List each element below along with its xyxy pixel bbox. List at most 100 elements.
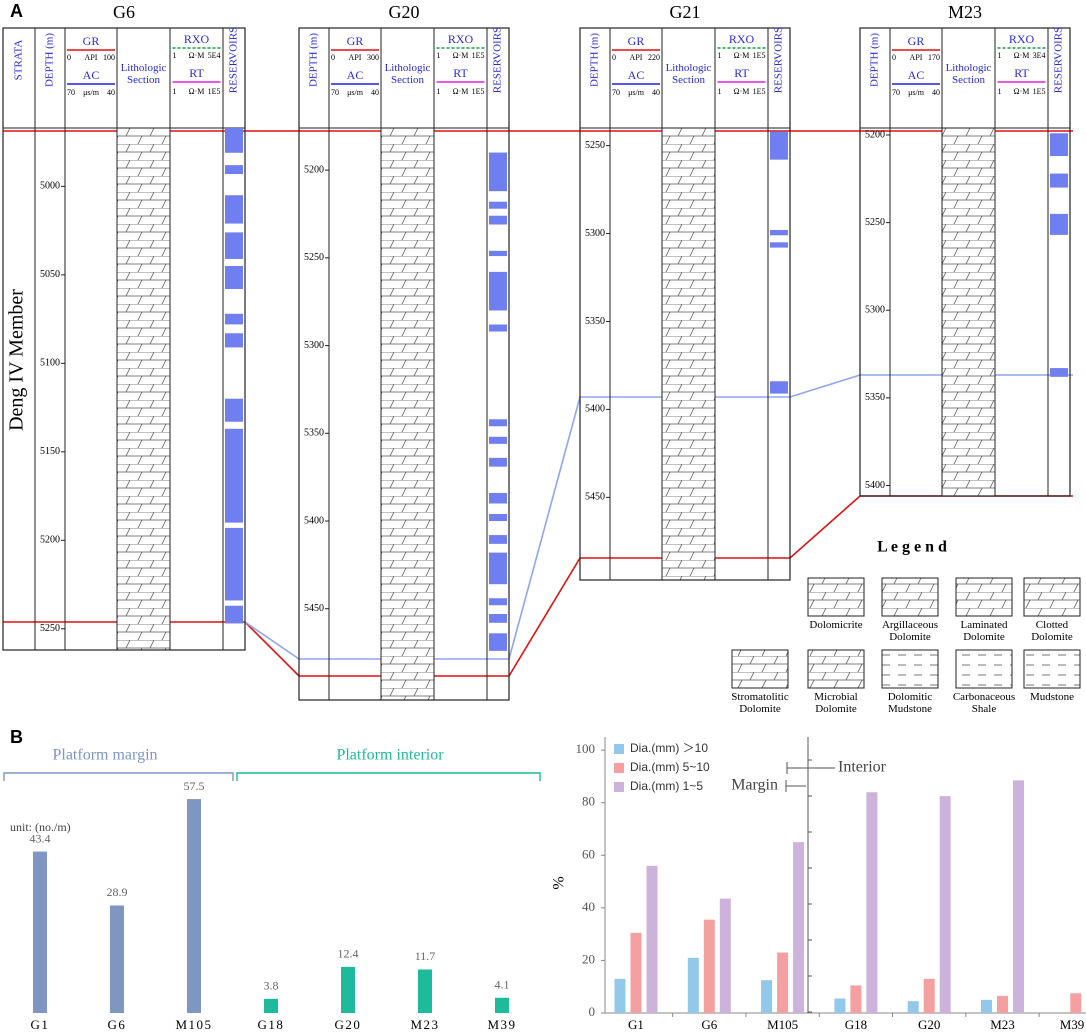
reservoir-interval [489,201,507,209]
bar [834,998,846,1013]
reservoir-interval [489,250,507,257]
curve-scale: API [630,53,643,62]
bar [646,865,658,1013]
x-tick-label: G18 [845,1017,867,1032]
curve-scale: 70 [67,88,75,97]
bar [793,842,805,1013]
bar [907,1001,919,1013]
curve-name: RXO [184,32,210,46]
value-label: 4.1 [495,977,510,991]
bar [614,978,626,1013]
depth-tick-label: 5250 [40,623,60,634]
curve-scale: 1E5 [753,87,766,96]
curve-scale: 40 [107,88,115,97]
reservoir-interval [770,381,788,394]
reservoir-interval [489,492,507,504]
value-label: 57.5 [184,779,205,793]
curve-name: GR [628,34,645,48]
depth-tick-label: 5300 [304,340,324,351]
depth-tick-label: 5400 [585,404,605,415]
panel-label: B [10,727,23,747]
bar [341,966,355,1013]
reservoir-interval [489,614,507,623]
reservoir-interval [489,271,507,311]
x-tick-label: M23 [410,1017,439,1032]
unit-label: unit: (no./m) [10,820,71,834]
x-tick-label: M105 [175,1017,212,1032]
legend-swatch [807,649,865,689]
x-tick-label: G18 [258,1017,285,1032]
depth-tick-label: 5200 [40,535,60,546]
legend-label: Dolomicrite [809,619,863,631]
bar [703,919,715,1013]
strata-label: Deng IV Member [6,289,28,431]
curve-scale: Ω·M [189,87,205,96]
curve-scale: Ω·M [189,51,205,60]
annotation-marker [786,762,835,774]
legend-swatch [731,649,789,689]
lithologic-column [942,128,995,496]
curve-scale: 70 [612,88,620,97]
curve-name: RT [189,66,204,80]
x-tick-label: G20 [918,1017,940,1032]
depth-tick-label: 5350 [585,316,605,327]
reservoir-interval [489,436,507,444]
y-axis-title: % [551,876,568,889]
legend-label: Laminated Dolomite [960,619,1008,644]
curve-name: RXO [448,32,474,46]
x-tick-label: G1 [31,1017,50,1032]
reservoir-interval [770,230,788,236]
reservoir-interval [489,514,507,522]
depth-tick-label: 5250 [585,140,605,151]
column-header: Lithologic Section [665,62,712,87]
reservoir-interval [1050,173,1068,188]
depth-tick-label: 5100 [40,358,60,369]
x-tick-label: G6 [108,1017,127,1032]
legend-label: Carbonaceous Shale [952,691,1016,716]
depth-tick-label: 5350 [304,428,324,439]
reservoir-interval [1050,133,1068,157]
x-tick-label: M39 [1060,1017,1085,1032]
bar [264,998,278,1013]
legend-swatch [614,782,624,792]
curve-name: GR [347,34,364,48]
depth-tick-label: 5400 [865,480,885,491]
depth-tick-label: 5300 [865,305,885,316]
curve-scale: μs/m [628,88,645,97]
reservoir-interval [489,552,507,585]
reservoir-interval [225,333,243,348]
column-header: RESERVOIRS [1053,27,1065,93]
reservoir-interval [489,598,507,606]
curve-scale: μs/m [908,88,925,97]
curve-scale: 3E4 [1033,51,1046,60]
curve-name: AC [347,68,364,82]
bar [495,997,509,1013]
bar [687,957,699,1013]
depth-tick-label: 5250 [304,252,324,263]
bar [719,898,731,1013]
annotation: Margin [731,777,778,794]
y-tick-label: 20 [582,951,595,966]
curve-scale: 1 [173,51,177,60]
well-logs: G6 STRATA Deng IV Member DEPTH (m) RESERVOIR… [2,2,1071,701]
value-label: 12.4 [338,947,359,961]
legend-label: Stromatolitic Dolomite [731,691,789,716]
curve-scale: 40 [652,88,660,97]
value-label: 43.4 [30,831,51,845]
reservoir-interval [489,633,507,651]
curve-name: RT [1014,66,1029,80]
legend-swatch [881,649,939,689]
legend-label: Clotted Dolomite [1031,619,1073,644]
y-tick-label: 40 [582,899,595,914]
curve-scale: 1E5 [208,87,221,96]
legend-label: Dolomitic Mudstone [887,691,933,716]
group-bracket [3,772,234,781]
curve-scale: Ω·M [1014,51,1030,60]
column-header: DEPTH (m) [589,33,601,87]
bar [187,799,201,1013]
curve-scale: 1 [437,51,441,60]
well-frame [859,27,1071,497]
reservoir-interval [225,232,243,259]
depth-tick-label: 5200 [304,164,324,175]
well-frame [298,27,510,701]
